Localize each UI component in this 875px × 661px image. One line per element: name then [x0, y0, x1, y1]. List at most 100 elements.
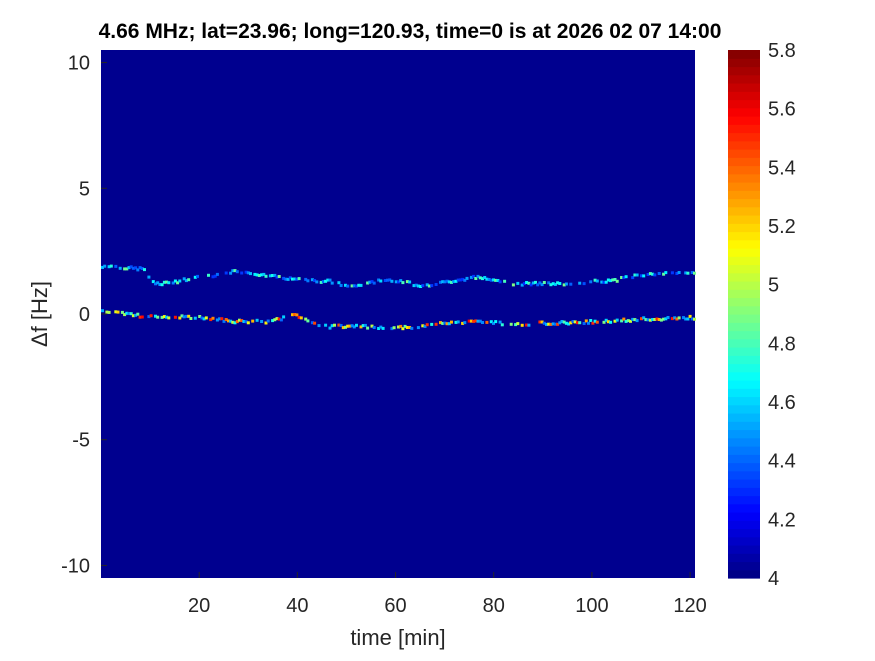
trace-1-cell: [271, 319, 275, 323]
trace-0-cell: [686, 271, 690, 275]
trace-1-cell: [273, 318, 277, 322]
trace-0-cell: [564, 282, 568, 286]
trace-0-cell: [313, 279, 317, 282]
trace-1-cell: [644, 318, 648, 322]
trace-0-cell: [319, 280, 323, 284]
trace-1-cell: [198, 315, 202, 318]
trace-1-cell: [220, 317, 224, 321]
trace-0-cell: [536, 283, 540, 287]
trace-0-cell: [447, 280, 451, 284]
trace-0-cell: [224, 271, 228, 275]
trace-1-cell: [520, 323, 524, 327]
trace-0-cell: [670, 271, 674, 275]
x-tick-label: 40: [286, 595, 308, 617]
trace-1-cell: [167, 316, 171, 320]
trace-1-cell: [266, 319, 270, 323]
colorbar-swatch: [728, 545, 760, 554]
trace-0-cell: [143, 268, 146, 272]
trace-0-cell: [657, 272, 661, 275]
trace-1-cell: [291, 313, 294, 317]
trace-0-cell: [151, 280, 155, 284]
trace-1-cell: [631, 317, 635, 321]
trace-1-cell: [562, 320, 566, 324]
trace-0-cell: [383, 279, 387, 282]
trace-1-cell: [277, 317, 281, 321]
trace-0-cell: [293, 277, 297, 281]
trace-0-cell: [633, 273, 637, 277]
trace-1-cell: [306, 319, 310, 323]
trace-1-cell: [509, 322, 513, 326]
trace-0-cell: [602, 280, 606, 284]
trace-1-cell: [405, 326, 409, 329]
trace-1-cell: [390, 327, 394, 331]
colorbar-swatch: [728, 413, 760, 422]
trace-0-cell: [277, 275, 281, 278]
trace-0-cell: [109, 264, 113, 268]
trace-1-cell: [297, 315, 301, 319]
trace-0-cell: [372, 281, 376, 285]
trace-1-cell: [324, 323, 328, 327]
trace-1-cell: [664, 317, 668, 321]
colorbar-swatch: [728, 437, 760, 447]
trace-0-cell: [478, 276, 482, 280]
trace-0-cell: [123, 267, 127, 271]
trace-1-cell: [474, 319, 478, 323]
trace-0-cell: [154, 282, 157, 286]
trace-0-cell: [129, 265, 133, 269]
colorbar-swatch: [728, 454, 760, 464]
trace-1-cell: [476, 319, 480, 323]
trace-0-cell: [138, 266, 142, 270]
trace-0-cell: [690, 271, 694, 274]
colorbar-swatch: [728, 553, 760, 563]
trace-0-cell: [469, 275, 473, 279]
trace-0-cell: [397, 280, 400, 284]
trace-1-cell: [279, 318, 283, 322]
trace-1-cell: [107, 310, 111, 314]
trace-0-cell: [481, 277, 484, 281]
colorbar-swatch: [728, 215, 760, 224]
x-axis-ticks: 20 40 60 80 100 120: [188, 572, 707, 617]
trace-0-cell: [233, 269, 237, 273]
trace-0-cell: [472, 274, 476, 278]
trace-1-cell: [569, 321, 573, 325]
trace-1-cell: [229, 319, 233, 323]
colorbar-swatch: [728, 479, 760, 488]
trace-1-cell: [540, 320, 544, 324]
trace-0-cell: [344, 283, 347, 287]
colorbar-swatch: [728, 371, 760, 381]
trace-0-cell: [604, 280, 608, 284]
trace-0-cell: [408, 280, 412, 284]
trace-1-cell: [173, 315, 177, 319]
trace-0-cell: [284, 277, 288, 281]
trace-0-cell: [511, 283, 515, 287]
trace-1-cell: [494, 320, 498, 324]
trace-0-cell: [675, 272, 679, 275]
trace-0-cell: [648, 272, 652, 276]
trace-0-cell: [494, 278, 498, 282]
trace-1-cell: [653, 318, 657, 321]
colorbar-swatch: [728, 487, 760, 497]
colorbar-ticks: 4 4.2 4.4 4.6 4.8 5 5.2 5.4 5.6 5.8: [768, 40, 796, 590]
trace-0-cell: [275, 275, 279, 279]
trace-0-cell: [461, 277, 465, 281]
trace-1-cell: [178, 316, 182, 320]
trace-0-cell: [430, 284, 434, 288]
trace-1-cell: [447, 322, 451, 326]
trace-1-cell: [330, 324, 334, 328]
trace-0-cell: [244, 270, 248, 274]
trace-0-cell: [589, 280, 593, 284]
trace-0-cell: [235, 270, 239, 274]
trace-0-cell: [394, 280, 398, 284]
trace-0-cell: [646, 273, 650, 276]
trace-0-cell: [337, 281, 341, 285]
trace-0-cell: [257, 274, 261, 277]
trace-1-cell: [162, 315, 166, 319]
trace-0-cell: [158, 283, 162, 286]
trace-0-cell: [553, 282, 557, 286]
trace-0-cell: [540, 283, 544, 287]
trace-1-cell: [675, 317, 679, 321]
trace-0-cell: [165, 280, 169, 284]
trace-0-cell: [291, 277, 294, 281]
trace-1-cell: [304, 317, 308, 321]
